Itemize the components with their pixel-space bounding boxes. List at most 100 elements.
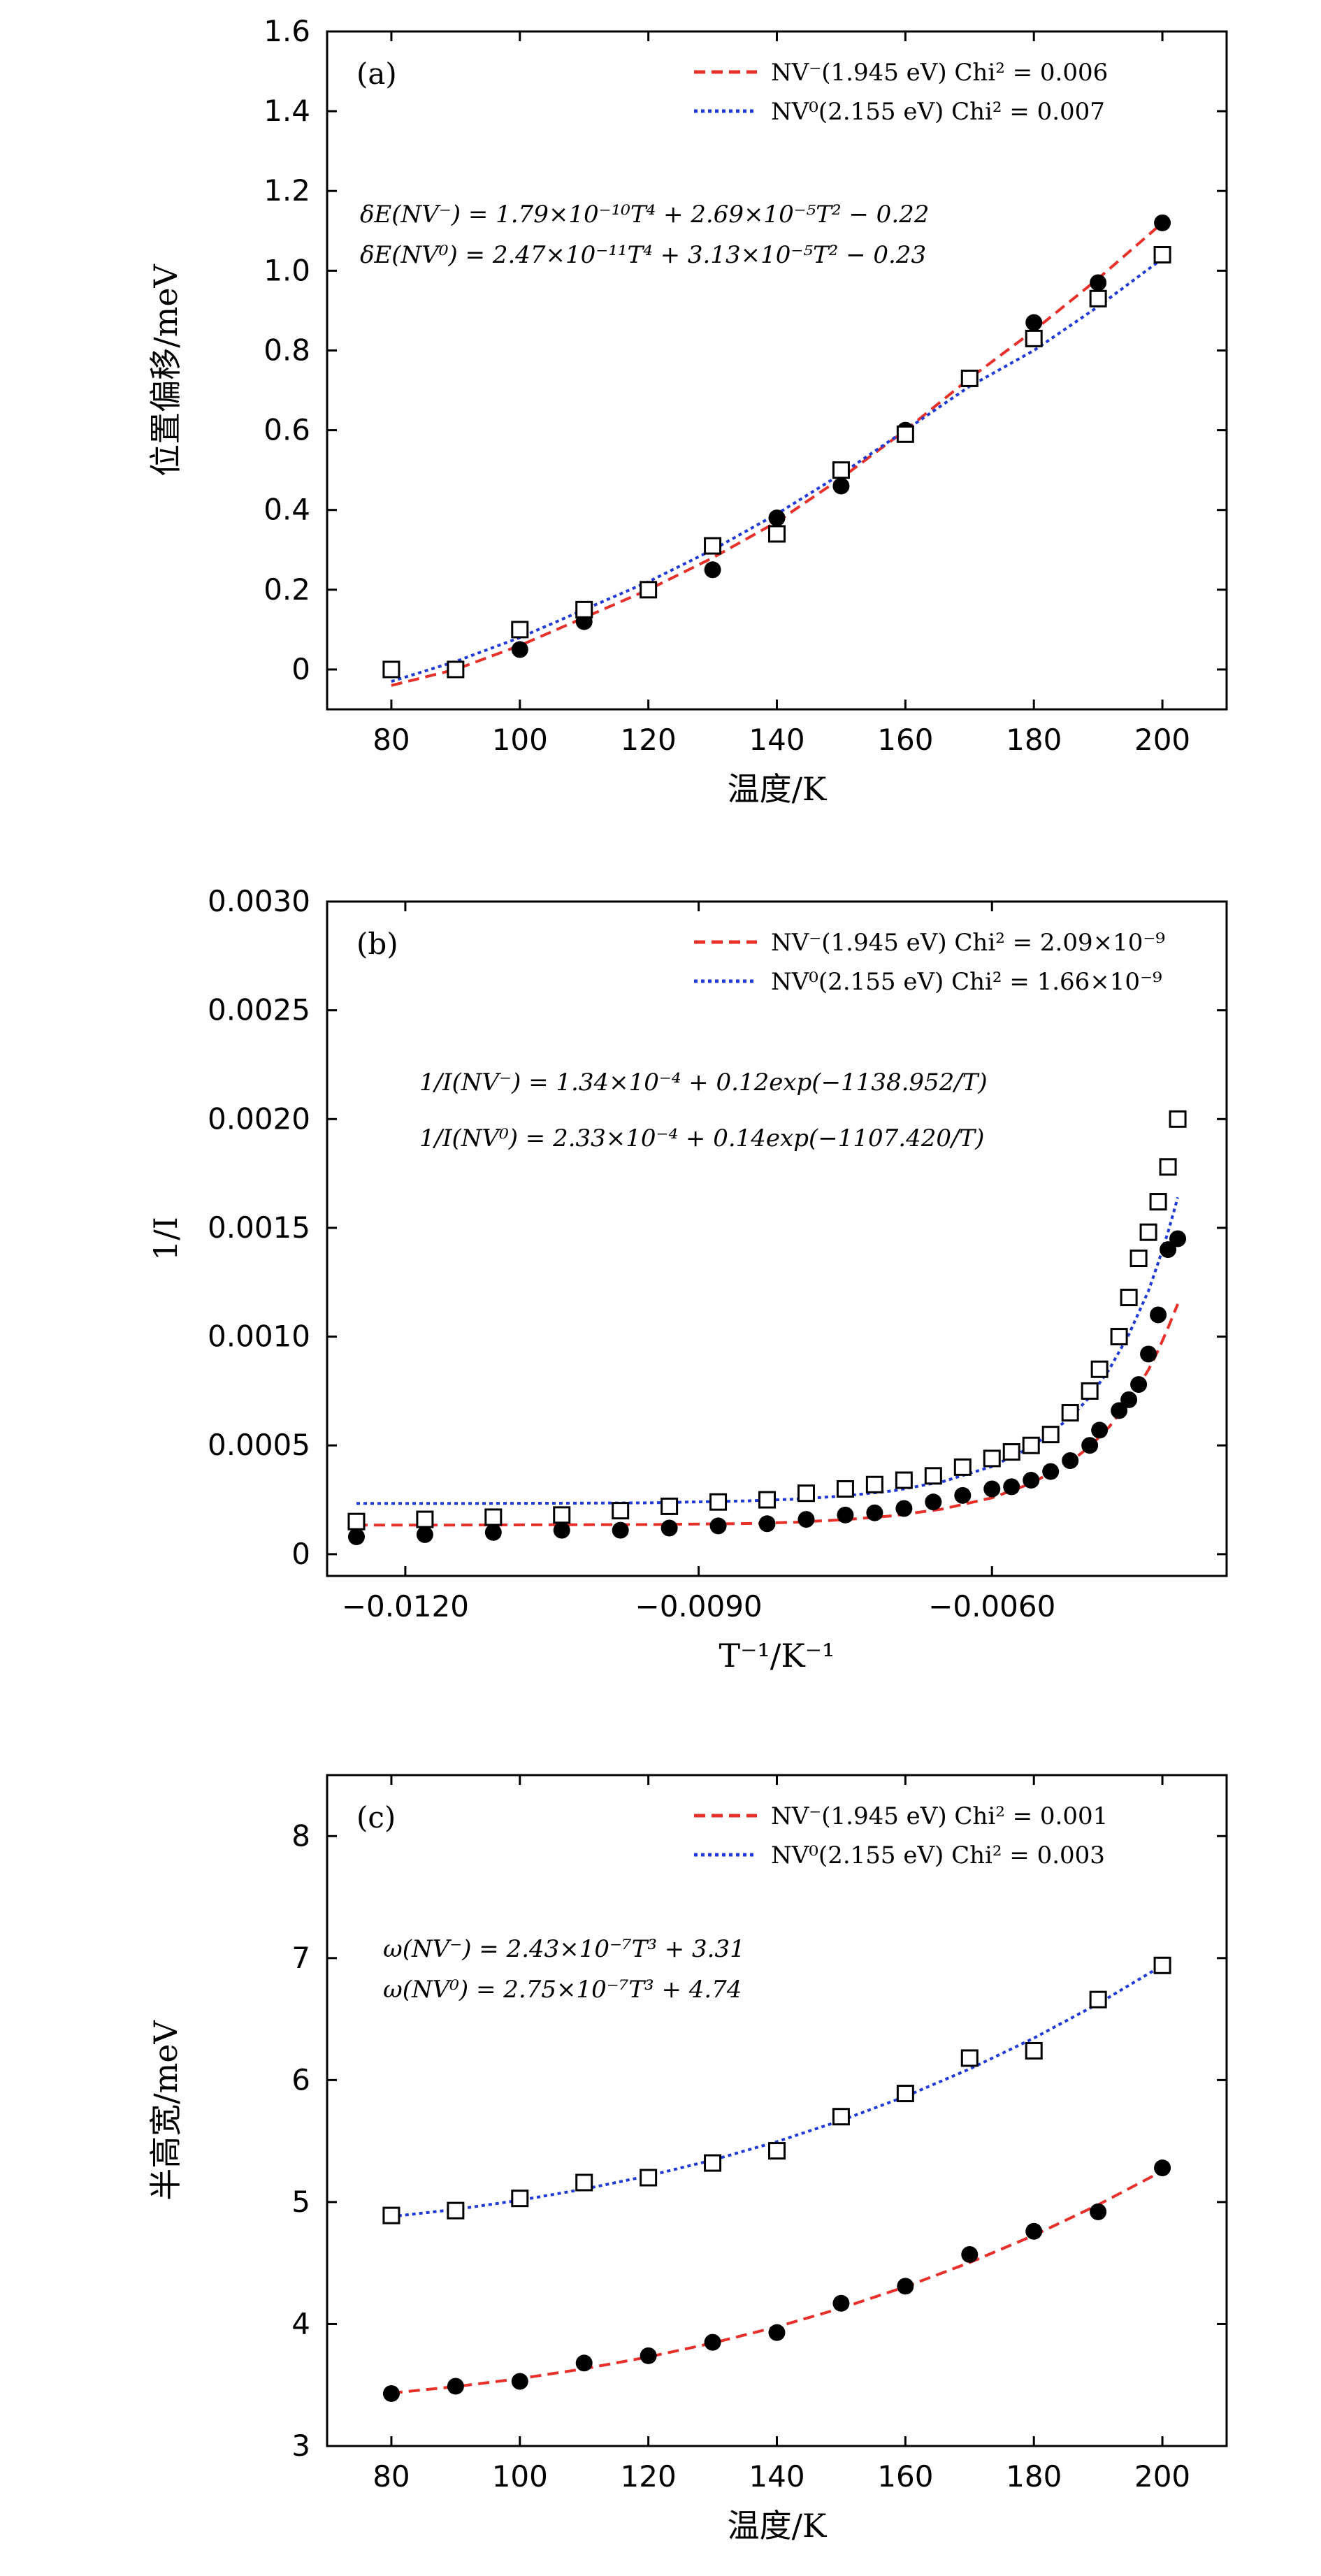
- data-point-nv-zero: [768, 2142, 786, 2160]
- data-point-nv-minus: [416, 1526, 433, 1543]
- legend-label: NV⁰(2.155 eV) Chi² = 0.003: [771, 1841, 1105, 1869]
- data-point-nv-minus: [612, 1521, 629, 1539]
- data-point-nv-zero: [640, 2169, 658, 2187]
- data-point-nv-minus: [866, 1504, 883, 1521]
- data-point-nv-minus: [1025, 314, 1043, 331]
- data-point-nv-minus: [983, 1480, 1001, 1498]
- data-point-nv-zero: [768, 525, 786, 543]
- data-point-nv-minus: [832, 477, 850, 495]
- plot-frame: [326, 1774, 1228, 2447]
- x-tick-label: 160: [877, 723, 933, 757]
- fit-equation: ω(NV⁻) = 2.43×10⁻⁷T³ + 3.31: [383, 1935, 745, 1963]
- data-point-nv-minus: [1081, 1437, 1099, 1454]
- data-point-nv-zero: [447, 660, 465, 679]
- y-tick-label: 1.2: [264, 173, 310, 208]
- data-point-nv-minus: [511, 641, 528, 658]
- x-tick-label: 120: [621, 723, 677, 757]
- data-point-nv-minus: [1090, 2203, 1107, 2220]
- data-point-nv-zero: [1041, 1426, 1060, 1444]
- x-tick-label: 160: [877, 2459, 933, 2494]
- x-tick-label: 80: [373, 723, 410, 757]
- fit-line-nv-zero: [391, 257, 1164, 683]
- fit-equation: 1/I(NV⁰) = 2.33×10⁻⁴ + 0.14exp(−1107.420…: [419, 1124, 984, 1152]
- data-point-nv-zero: [1002, 1443, 1020, 1461]
- x-tick-label: −0.0120: [342, 1589, 469, 1623]
- data-point-nv-zero: [1089, 289, 1107, 307]
- data-point-nv-zero: [960, 369, 979, 387]
- y-tick-label: 0.2: [264, 572, 310, 607]
- x-tick-label: −0.0060: [928, 1589, 1055, 1623]
- x-tick-label: 80: [373, 2459, 410, 2494]
- data-point-nv-minus: [768, 509, 786, 527]
- data-point-nv-minus: [640, 2347, 657, 2364]
- y-tick-label: 0.8: [264, 333, 310, 367]
- chart-panel-a: 80 100 120 140 160 180 200 0 0.2 0.4 0.6 0.8 1.0 1.2 1…: [147, 14, 1228, 808]
- data-point-nv-zero: [704, 537, 722, 555]
- panel-label: (b): [356, 927, 398, 961]
- data-point-nv-zero: [382, 2206, 400, 2224]
- data-point-nv-zero: [704, 2154, 722, 2172]
- data-point-nv-minus: [382, 2385, 400, 2402]
- data-point-nv-minus: [511, 2373, 528, 2390]
- data-point-nv-minus: [832, 2294, 850, 2312]
- y-tick-label: 1.0: [264, 253, 310, 287]
- data-point-nv-minus: [954, 1486, 972, 1504]
- data-point-nv-zero: [1089, 1990, 1107, 2009]
- data-point-nv-minus: [1023, 1472, 1040, 1489]
- fit-equation: δE(NV⁰) = 2.47×10⁻¹¹T⁴ + 3.13×10⁻⁵T² − 0…: [360, 241, 926, 269]
- y-tick-label: 0.6: [264, 413, 310, 447]
- data-point-nv-zero: [1129, 1250, 1148, 1268]
- x-tick-label: 100: [492, 2459, 548, 2494]
- data-point-nv-minus: [1111, 1402, 1128, 1419]
- data-point-nv-zero: [709, 1493, 728, 1511]
- data-point-nv-minus: [347, 1528, 365, 1545]
- data-point-nv-zero: [640, 581, 658, 599]
- y-tick-label: 0.0020: [208, 1101, 310, 1136]
- data-point-nv-minus: [1130, 1376, 1148, 1394]
- x-tick-label: 180: [1006, 2459, 1062, 2494]
- fit-line-nv-minus: [391, 222, 1164, 687]
- data-point-nv-minus: [1160, 1241, 1177, 1259]
- data-point-nv-minus: [1062, 1452, 1079, 1470]
- data-point-nv-minus: [709, 1517, 727, 1535]
- data-point-nv-zero: [1090, 1360, 1109, 1378]
- data-point-nv-zero: [416, 1510, 434, 1528]
- y-tick-label: 4: [291, 2306, 310, 2340]
- data-point-nv-zero: [797, 1484, 815, 1503]
- data-point-nv-zero: [1159, 1158, 1177, 1176]
- data-point-nv-minus: [1154, 2159, 1171, 2177]
- legend-label: NV⁰(2.155 eV) Chi² = 1.66×10⁻⁹: [771, 968, 1162, 996]
- data-point-nv-zero: [1169, 1110, 1187, 1128]
- data-point-nv-minus: [704, 561, 721, 579]
- data-point-nv-zero: [1022, 1436, 1040, 1454]
- y-tick-label: 6: [291, 2062, 310, 2097]
- data-point-nv-minus: [925, 1493, 942, 1511]
- data-point-nv-zero: [758, 1491, 777, 1509]
- x-axis-title: 温度/K: [728, 2507, 828, 2545]
- data-point-nv-zero: [832, 2108, 850, 2126]
- x-tick-label: 140: [749, 2459, 804, 2494]
- plot-frame: [326, 30, 1228, 711]
- data-point-nv-zero: [660, 1497, 679, 1515]
- data-point-nv-minus: [553, 1521, 570, 1539]
- data-point-nv-zero: [1139, 1223, 1157, 1241]
- data-point-nv-minus: [897, 2278, 914, 2295]
- legend-label: NV⁻(1.945 eV) Chi² = 2.09×10⁻⁹: [771, 929, 1165, 957]
- data-point-nv-zero: [953, 1458, 972, 1476]
- data-point-nv-zero: [896, 425, 914, 443]
- data-point-nv-zero: [836, 1479, 854, 1498]
- y-axis-title: 位置偏移/meV: [147, 263, 185, 476]
- fit-equation: δE(NV⁻) = 1.79×10⁻¹⁰T⁴ + 2.69×10⁻⁵T² − 0…: [360, 201, 929, 229]
- x-tick-label: 200: [1134, 723, 1190, 757]
- y-tick-label: 3: [291, 2429, 310, 2463]
- data-point-nv-minus: [575, 2354, 593, 2372]
- legend-label: NV⁻(1.945 eV) Chi² = 0.001: [771, 1802, 1108, 1830]
- y-tick-label: 0.4: [264, 493, 310, 527]
- data-point-nv-minus: [704, 2333, 721, 2351]
- y-tick-label: 0.0030: [208, 884, 310, 918]
- data-point-nv-zero: [924, 1467, 942, 1485]
- data-point-nv-zero: [1120, 1289, 1138, 1307]
- legend-label: NV⁰(2.155 eV) Chi² = 0.007: [771, 98, 1105, 126]
- x-tick-label: 140: [749, 723, 804, 757]
